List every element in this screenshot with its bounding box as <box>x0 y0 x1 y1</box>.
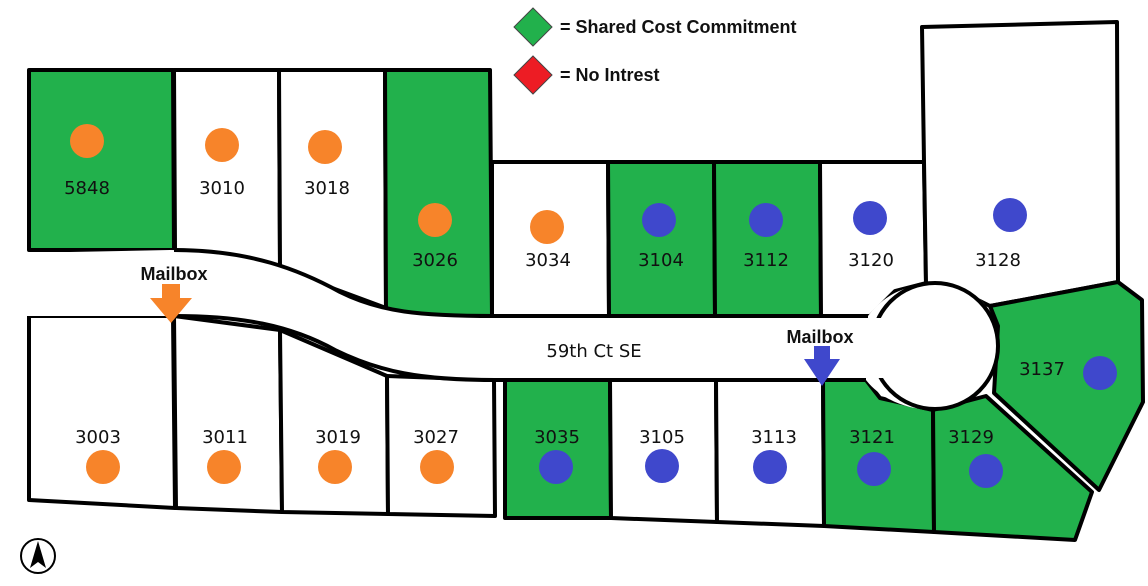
lot-3026[interactable] <box>383 68 494 318</box>
mailbox-east-arrow-icon <box>804 346 840 386</box>
lot-5848[interactable] <box>27 68 176 252</box>
lot-number-3027: 3027 <box>413 427 459 448</box>
lot-number-3112: 3112 <box>743 250 789 271</box>
lot-number-3035: 3035 <box>534 427 580 448</box>
lot-marker-3137 <box>1083 356 1117 390</box>
lot-number-3011: 3011 <box>202 427 248 448</box>
lot-marker-3019 <box>318 450 352 484</box>
lot-number-3104: 3104 <box>638 250 684 271</box>
lot-marker-3026 <box>418 203 452 237</box>
lot-marker-3121 <box>857 452 891 486</box>
lot-number-3003: 3003 <box>75 427 121 448</box>
lot-marker-3120 <box>853 201 887 235</box>
lot-marker-3128 <box>993 198 1027 232</box>
lot-number-3034: 3034 <box>525 250 571 271</box>
lot-number-3129: 3129 <box>948 427 994 448</box>
lot-number-5848: 5848 <box>64 178 110 199</box>
lot-number-3113: 3113 <box>751 427 797 448</box>
road-south-edge <box>174 314 866 382</box>
lot-marker-5848 <box>70 124 104 158</box>
lot-number-3128: 3128 <box>975 250 1021 271</box>
lot-marker-3129 <box>969 454 1003 488</box>
legend-shared-label: = Shared Cost Commitment <box>560 17 797 37</box>
lot-3035[interactable] <box>503 378 613 520</box>
lot-number-3018: 3018 <box>304 178 350 199</box>
lot-number-3137: 3137 <box>1019 359 1065 380</box>
lot-marker-3011 <box>207 450 241 484</box>
lot-marker-3010 <box>205 128 239 162</box>
lot-marker-3027 <box>420 450 454 484</box>
lot-marker-3003 <box>86 450 120 484</box>
lot-marker-3018 <box>308 130 342 164</box>
north-arrow-icon <box>20 538 56 574</box>
road-north-edge <box>173 248 868 318</box>
mailbox-west-label: Mailbox <box>140 264 207 284</box>
road-joint <box>860 318 890 378</box>
legend-no-interest-diamond-icon <box>513 55 553 95</box>
mailbox-east: Mailbox <box>786 327 854 386</box>
lot-3104[interactable] <box>606 160 717 318</box>
lot-number-3010: 3010 <box>199 178 245 199</box>
lot-3018[interactable] <box>277 68 388 310</box>
road <box>18 250 998 410</box>
lot-3010[interactable] <box>172 68 282 270</box>
mailbox-west-arrow-icon <box>150 284 192 323</box>
lot-3129[interactable] <box>931 394 1094 542</box>
lot-marker-3112 <box>749 203 783 237</box>
legend-shared-diamond-icon <box>513 7 553 47</box>
street-name: 59th Ct SE <box>546 341 641 362</box>
lot-marker-3105 <box>645 449 679 483</box>
lot-number-3105: 3105 <box>639 427 685 448</box>
legend: = Shared Cost Commitment = No Intrest <box>513 7 797 95</box>
lot-marker-3113 <box>753 450 787 484</box>
lot-number-3120: 3120 <box>848 250 894 271</box>
lot-marker-3034 <box>530 210 564 244</box>
lot-markers <box>70 124 1117 488</box>
mailbox-east-label: Mailbox <box>786 327 853 347</box>
legend-no-interest-label: = No Intrest <box>560 65 660 85</box>
lot-number-3019: 3019 <box>315 427 361 448</box>
cul-de-sac <box>870 281 1000 411</box>
lot-marker-3035 <box>539 450 573 484</box>
mailbox-west: Mailbox <box>140 264 208 323</box>
lot-marker-3104 <box>642 203 676 237</box>
lot-number-3121: 3121 <box>849 427 895 448</box>
lot-3112[interactable] <box>712 160 823 318</box>
lot-3137[interactable] <box>988 280 1145 492</box>
lot-number-3026: 3026 <box>412 250 458 271</box>
